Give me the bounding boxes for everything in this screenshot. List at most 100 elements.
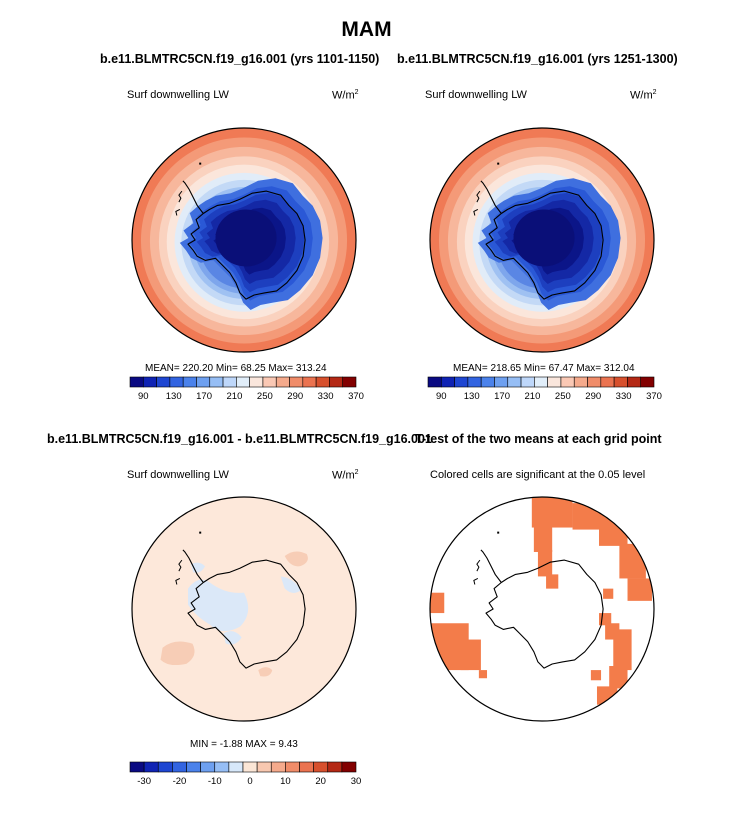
panel-3-pos-region-2 [160,641,195,666]
panel-1-peninsula-coastline [182,180,204,214]
panel-1-colorbar-tick-0: 90 [138,391,149,402]
panel-1-fill [132,128,356,352]
panel-1-stats: MEAN= 220.20 Min= 68.25 Max= 313.24 [145,363,327,374]
panel-3-colorbar-box-13 [313,761,329,773]
panel-2-colorbar-box-3 [467,376,482,388]
panel-1-map [131,127,357,353]
panel-3-colorbar-box-12 [299,761,314,773]
panel-2-colorbar-box-9 [547,376,562,388]
panel-1-title: b.e11.BLMTRC5CN.f19_g16.001 (yrs 1101-11… [100,52,380,66]
panel-1-plateau-core [215,209,277,267]
panel-4-sig-cell-17 [430,592,445,614]
panel-2-colorbar-tick-3: 210 [525,391,541,402]
panel-1-colorbar-box-10 [262,376,277,388]
panel-4-map-border [429,496,655,722]
panel-1-variable: Surf downwelling LW [127,89,229,101]
panel-2-title: b.e11.BLMTRC5CN.f19_g16.001 (yrs 1251-13… [397,52,678,66]
panel-2-colorbar-tick-0: 90 [436,391,447,402]
panel-3-colorbar-box-7 [228,761,244,773]
panel-3-colorbar-box-15 [341,761,357,773]
panel-3-colorbar: -30 -20 -10 0 10 20 30 [129,761,361,787]
panel-1-map-border [131,127,357,353]
panel-1-colorbar-tick-3: 210 [227,391,243,402]
panel-3-colorbar-tick-4: 10 [280,776,291,787]
panel-4-background [430,497,654,721]
panel-4-antarctica-coastline [485,559,604,669]
panel-2-colorbar-tick-7: 370 [646,391,662,402]
panel-2-map-border [429,127,655,353]
panel-4-sig-cell-13 [596,686,618,705]
panel-2-colorbar-box-2 [454,376,469,388]
panel-4-sig-cell-7 [546,574,559,589]
panel-4-sig-cell-16 [460,639,481,671]
panel-1-colorbar-box-11 [275,376,290,388]
panel-2-island [497,162,500,165]
panel-3-colorbar-box-6 [214,761,230,773]
panel-1-colorbar-tick-1: 130 [166,391,182,402]
panel-1-colorbar-box-5 [196,376,211,388]
panel-2-south-america-tip [473,190,481,216]
panel-1-colorbar-box-4 [182,376,197,388]
panel-1-colorbar-tick-7: 370 [348,391,364,402]
panel-1-colorbar-tick-6: 330 [318,391,334,402]
panel-2-colorbar-box-4 [480,376,495,388]
panel-3-colorbar-box-3 [172,761,187,773]
panel-2-antarctica-coastline [485,190,604,300]
panel-3-neg-region-1 [188,579,249,632]
panel-2-colorbar-tick-2: 170 [494,391,510,402]
panel-1-colorbar-box-3 [169,376,184,388]
panel-1-colorbar-box-14 [315,376,330,388]
panel-2-colorbar-box-5 [494,376,509,388]
panel-3-colorbar-tick-2: -10 [208,776,222,787]
panel-4-sig-cell-3 [619,543,646,579]
panel-4-peninsula-coastline [480,549,502,583]
panel-1-colorbar-box-7 [222,376,237,388]
panel-2-peninsula-coastline [480,180,502,214]
panel-3-island [199,531,202,534]
panel-2-units: W/m2 [630,89,657,102]
panel-1-colorbar-box-13 [302,376,317,388]
panel-2-plateau-core [513,209,575,267]
panel-2-colorbar-tick-5: 290 [585,391,601,402]
panel-1-colorbar-box-0 [129,376,144,388]
panel-1-colorbar-ticks: 90 130 170 210 250 290 330 370 [138,391,364,402]
panel-3-units: W/m2 [332,469,359,482]
panel-4-map [429,496,655,722]
panel-2-colorbar-box-12 [587,376,602,388]
panel-2-colorbar-ticks: 90 130 170 210 250 290 330 370 [436,391,662,402]
panel-2-colorbar-box-6 [507,376,522,388]
panel-3-variable: Surf downwelling LW [127,469,229,481]
panel-3-map [131,496,357,722]
panel-3-antarctica-coastline [187,559,306,669]
panel-3-colorbar-box-14 [327,761,343,773]
panel-3-neg-region-4 [280,576,301,593]
panel-1-south-america-tip [175,190,183,216]
panel-1-colorbar-tick-2: 170 [196,391,212,402]
panel-3-colorbar-box-5 [200,761,216,773]
panel-2-colorbar-box-16 [640,376,655,388]
panel-2-colorbar-box-15 [627,376,642,388]
panel-3-colorbar-tick-5: 20 [315,776,326,787]
panel-4-sig-cell-2 [599,511,628,546]
panel-3-map-border [131,496,357,722]
panel-1-colorbar-box-8 [236,376,250,388]
panel-4-sig-cell-18 [478,670,488,679]
panel-2-colorbar-box-13 [600,376,615,388]
panel-3-colorbar-box-2 [157,761,173,773]
panel-4-title: T-test of the two means at each grid poi… [415,432,662,446]
figure-title: MAM [341,18,392,41]
panel-2-colorbar-box-8 [534,376,548,388]
panel-3-colorbar-box-0 [129,761,145,773]
panel-3-colorbar-ticks: -30 -20 -10 0 10 20 30 [137,776,361,787]
panel-1-colorbar-box-12 [289,376,304,388]
panel-2-colorbar-tick-1: 130 [464,391,480,402]
panel-1-units: W/m2 [332,89,359,102]
panel-1-colorbar-tick-4: 250 [257,391,273,402]
panel-2-colorbar-box-10 [560,376,575,388]
panel-4-sig-cell-14 [590,670,602,681]
panel-1-colorbar-box-9 [249,376,264,388]
panel-3-colorbar-box-11 [285,761,300,773]
panel-3-colorbar-box-1 [143,761,159,773]
panel-2-colorbar-tick-6: 330 [616,391,632,402]
